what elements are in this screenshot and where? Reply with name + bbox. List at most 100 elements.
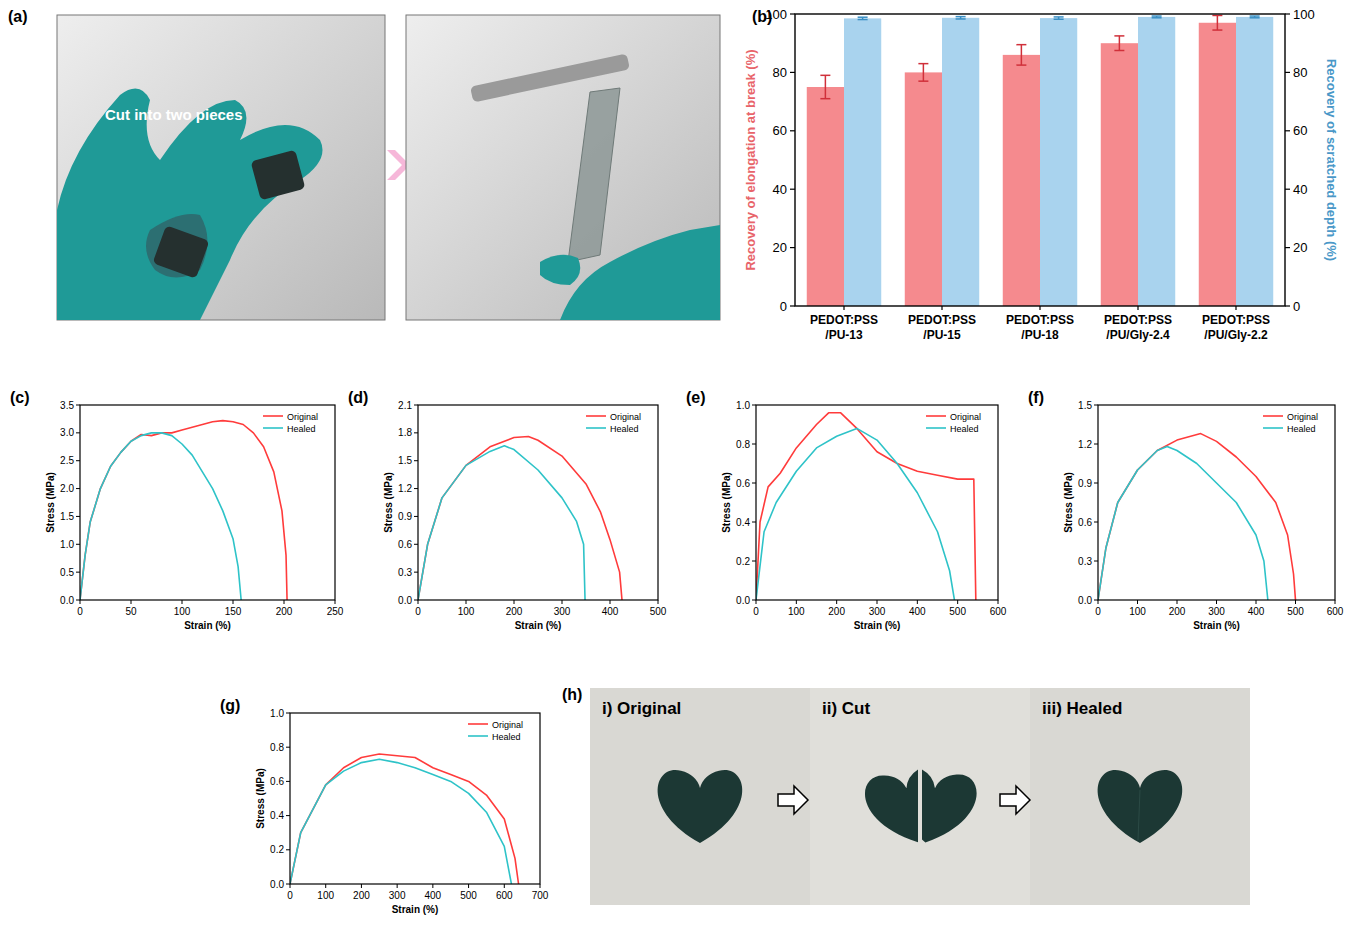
panel-letter: (e) bbox=[686, 389, 706, 406]
legend: OriginalHealed bbox=[1263, 412, 1318, 434]
x-tick-label: 500 bbox=[460, 890, 477, 901]
y-tick-label: 0.6 bbox=[398, 539, 412, 550]
x-axis-title: Strain (%) bbox=[184, 620, 231, 631]
photo-frame bbox=[406, 15, 720, 320]
legend-label: Healed bbox=[287, 424, 316, 434]
x-axis-title: Strain (%) bbox=[515, 620, 562, 631]
photo-caption: Cut into two pieces bbox=[105, 106, 243, 123]
y-tick bbox=[790, 189, 795, 190]
error-bar bbox=[820, 75, 830, 98]
x-tick-label: 500 bbox=[949, 606, 966, 617]
legend-swatch bbox=[263, 415, 283, 417]
error-cap bbox=[858, 19, 868, 21]
figure: Cut into two pieces(a)i) Originalii) Cut… bbox=[0, 0, 1361, 931]
x-tick bbox=[836, 600, 837, 604]
legend-swatch bbox=[468, 723, 488, 725]
y-tick-label: 1.0 bbox=[60, 539, 74, 550]
error-cap bbox=[1016, 64, 1026, 66]
legend-label: Healed bbox=[950, 424, 979, 434]
y2-tick-label: 40 bbox=[1293, 182, 1307, 197]
y2-tick bbox=[1285, 72, 1290, 73]
stress-curve bbox=[1098, 434, 1296, 600]
error-cap bbox=[1212, 29, 1222, 31]
x-tick-label: PEDOT:PSS/PU-15 bbox=[908, 313, 976, 342]
y-tick bbox=[76, 572, 80, 573]
legend-swatch bbox=[586, 427, 606, 429]
x-tick bbox=[658, 600, 659, 604]
panel-letter: (h) bbox=[562, 686, 582, 703]
x-tick bbox=[182, 600, 183, 604]
photo-frame bbox=[590, 688, 1250, 905]
x-tick bbox=[1039, 306, 1040, 310]
error-cap bbox=[1114, 50, 1124, 52]
stress-curve bbox=[1098, 447, 1268, 600]
x-tick-label: 0 bbox=[287, 890, 293, 901]
label-line: PEDOT:PSS bbox=[810, 313, 878, 327]
stress-curve bbox=[80, 421, 287, 600]
y-tick-label: 0.0 bbox=[270, 879, 284, 890]
line-panel: 0.00.30.60.91.21.50100200300400500600Str… bbox=[1063, 400, 1344, 632]
y-axis-title: Stress (MPa) bbox=[255, 768, 266, 829]
x-tick-label: 400 bbox=[602, 606, 619, 617]
x-tick bbox=[335, 600, 336, 604]
y-tick bbox=[414, 572, 418, 573]
photo-content bbox=[470, 54, 720, 320]
x-tick bbox=[1335, 600, 1336, 604]
legend-label: Original bbox=[610, 412, 641, 422]
x-tick bbox=[610, 600, 611, 604]
y-tick-label: 2.1 bbox=[398, 400, 412, 411]
x-tick bbox=[540, 884, 541, 888]
x-tick-label: 0 bbox=[77, 606, 83, 617]
error-cap bbox=[1250, 17, 1260, 19]
y-tick bbox=[1094, 600, 1098, 601]
x-tick-label: 400 bbox=[909, 606, 926, 617]
heart bbox=[861, 762, 918, 851]
x-axis-title: Strain (%) bbox=[392, 904, 439, 915]
y2-tick-label: 0 bbox=[1293, 299, 1300, 314]
photo-a: Cut into two pieces bbox=[57, 15, 720, 320]
x-tick bbox=[466, 600, 467, 604]
y-tick bbox=[752, 561, 756, 562]
y-tick-label: 0.2 bbox=[736, 556, 750, 567]
y-tick bbox=[76, 516, 80, 517]
y-axis-title: Stress (MPa) bbox=[721, 472, 732, 533]
legend-swatch bbox=[1263, 427, 1283, 429]
y2-tick bbox=[1285, 130, 1290, 131]
line-panel: 0.00.51.01.52.02.53.03.5050100150200250S… bbox=[45, 400, 344, 632]
glove bbox=[540, 255, 580, 285]
legend-swatch bbox=[926, 427, 946, 429]
y-tick-label: 0.0 bbox=[60, 595, 74, 606]
y-tick bbox=[790, 13, 795, 14]
y-tick bbox=[790, 305, 795, 306]
y-tick bbox=[76, 460, 80, 461]
x-axis-title: Strain (%) bbox=[1193, 620, 1240, 631]
film-piece bbox=[251, 150, 306, 201]
legend-swatch bbox=[586, 415, 606, 417]
stress-curve bbox=[756, 413, 976, 600]
x-tick bbox=[361, 884, 362, 888]
frame bbox=[1098, 405, 1335, 600]
bar bbox=[1040, 18, 1077, 306]
bar bbox=[905, 72, 942, 306]
arrow bbox=[1000, 786, 1030, 814]
frame bbox=[80, 405, 335, 600]
y-tick-label: 0.0 bbox=[398, 595, 412, 606]
error-cap bbox=[1016, 44, 1026, 46]
y-tick-label: 0.3 bbox=[1078, 556, 1092, 567]
y-tick bbox=[1094, 444, 1098, 445]
y-tick bbox=[286, 747, 290, 748]
x-tick-label: 400 bbox=[425, 890, 442, 901]
error-bar bbox=[1212, 15, 1222, 30]
healed-seam bbox=[1138, 790, 1140, 840]
bar bbox=[942, 18, 979, 306]
label-line: PEDOT:PSS bbox=[1202, 313, 1270, 327]
error-cap bbox=[1250, 15, 1260, 17]
y2-tick bbox=[1285, 13, 1290, 14]
x-tick bbox=[131, 600, 132, 604]
glove bbox=[57, 89, 323, 320]
curves bbox=[290, 754, 519, 884]
x-axis-title: Strain (%) bbox=[854, 620, 901, 631]
x-tick bbox=[233, 600, 234, 604]
y-tick-label: 1.5 bbox=[398, 455, 412, 466]
label-line: /PU/Gly-2.4 bbox=[1106, 328, 1170, 342]
